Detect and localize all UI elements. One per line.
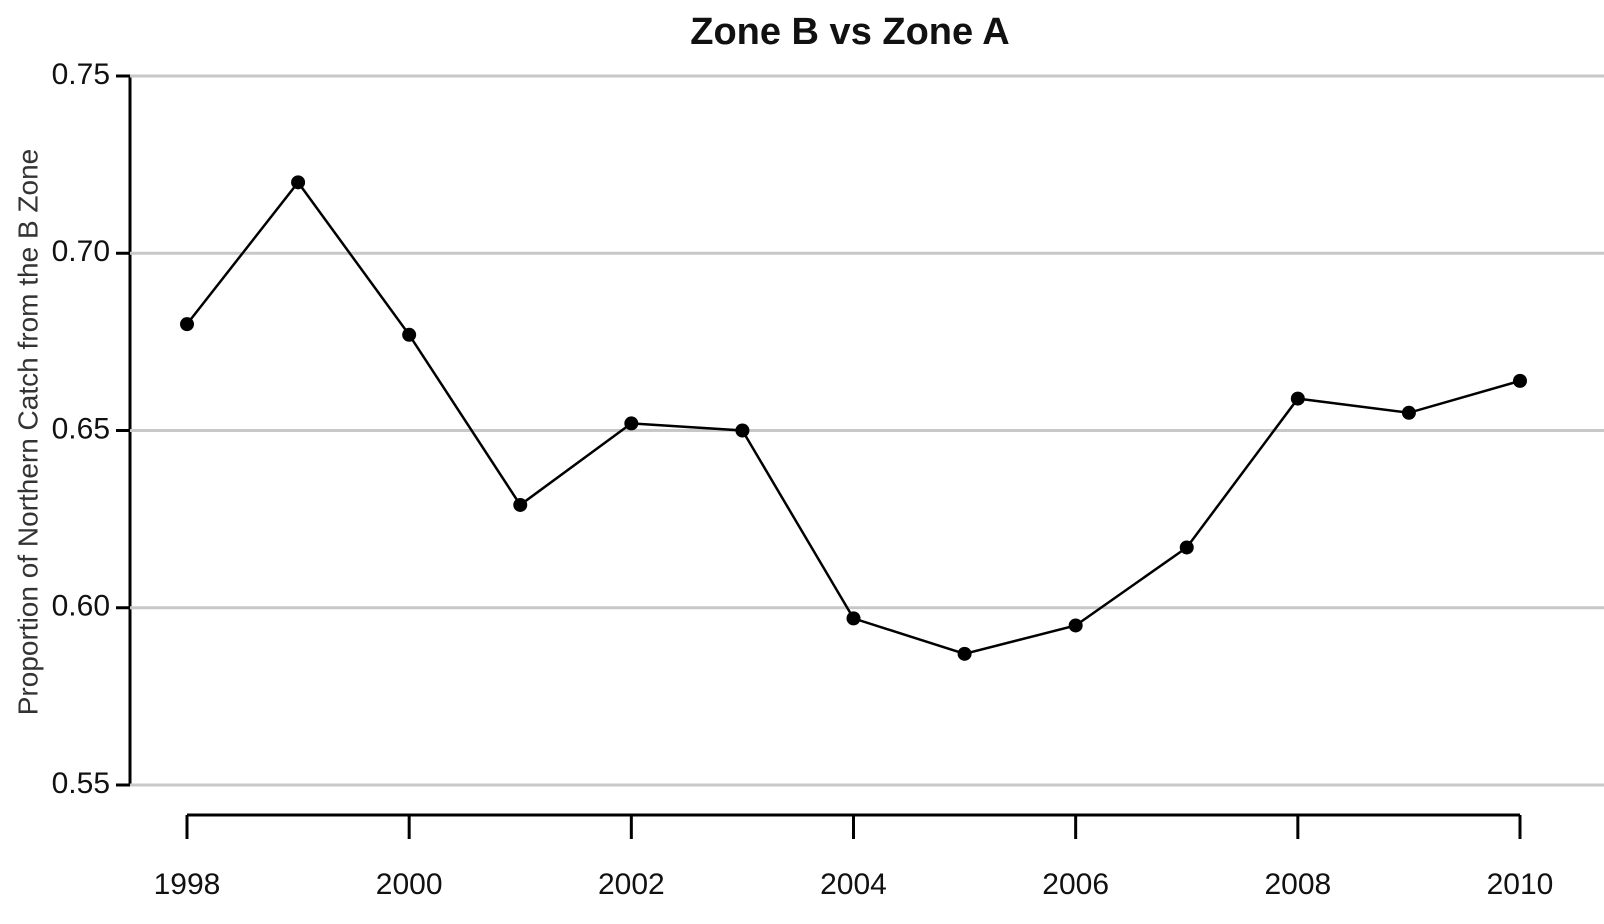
x-tick-label: 2002 [598, 868, 665, 901]
data-point [1068, 618, 1083, 633]
data-point [513, 497, 528, 512]
data-point [1290, 391, 1305, 406]
y-tick-label: 0.60 [52, 590, 110, 623]
x-tick-label: 2004 [820, 868, 887, 901]
data-point [1401, 405, 1416, 420]
data-point [735, 423, 750, 438]
y-tick-label: 0.70 [52, 235, 110, 268]
data-point [180, 317, 194, 332]
data-point [846, 611, 861, 626]
x-tick-label: 2008 [1264, 868, 1331, 901]
x-tick-label: 2006 [1042, 868, 1109, 901]
y-tick-label: 0.75 [52, 58, 110, 91]
y-tick-label: 0.55 [52, 767, 110, 800]
x-tick-label: 1998 [154, 868, 221, 901]
data-point [1513, 373, 1527, 388]
data-point [624, 416, 639, 431]
data-point [1179, 540, 1194, 555]
data-point [957, 646, 972, 661]
x-tick-label: 2010 [1487, 868, 1554, 901]
data-point [402, 327, 417, 342]
chart-title: Zone B vs Zone A [690, 11, 1010, 53]
y-tick-label: 0.65 [52, 412, 110, 445]
y-axis-label: Proportion of Northern Catch from the B … [12, 149, 43, 716]
x-tick-label: 2000 [376, 868, 443, 901]
data-point [291, 175, 306, 190]
